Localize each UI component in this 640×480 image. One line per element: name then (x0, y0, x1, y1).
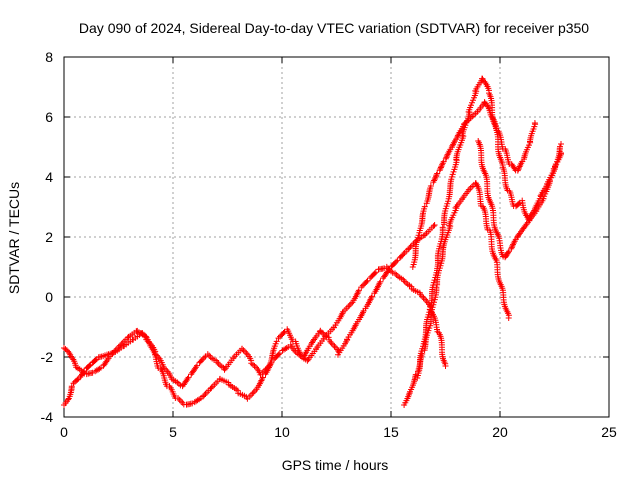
series-track-e (414, 75, 564, 381)
series-markers (414, 75, 564, 381)
y-tick-labels: -4 -2 0 2 4 6 8 (41, 49, 54, 425)
series-track-f (475, 138, 564, 261)
x-tick-label: 15 (383, 424, 399, 440)
series-markers (61, 263, 449, 408)
y-tick-label: -2 (41, 349, 54, 365)
series-markers (61, 222, 438, 390)
axis-ticks (63, 56, 610, 418)
y-tick-label: 2 (45, 229, 53, 245)
y-tick-label: 6 (45, 109, 53, 125)
data-points (61, 75, 564, 408)
x-tick-label: 20 (492, 424, 508, 440)
x-tick-label: 10 (274, 424, 290, 440)
y-axis-label: SDTVAR / TECUs (6, 182, 22, 294)
y-tick-label: -4 (41, 409, 54, 425)
x-tick-label: 0 (60, 424, 68, 440)
series-track-a (61, 263, 449, 408)
chart-title: Day 090 of 2024, Sidereal Day-to-day VTE… (79, 20, 589, 36)
x-tick-label: 5 (169, 424, 177, 440)
x-axis-label: GPS time / hours (282, 457, 389, 473)
series-markers (475, 138, 564, 261)
grid (64, 57, 609, 417)
y-tick-label: 0 (45, 289, 53, 305)
series-track-b (61, 222, 438, 390)
y-tick-label: 8 (45, 49, 53, 65)
y-tick-label: 4 (45, 169, 53, 185)
x-tick-label: 25 (601, 424, 617, 440)
x-tick-labels: 0 5 10 15 20 25 (60, 424, 617, 440)
